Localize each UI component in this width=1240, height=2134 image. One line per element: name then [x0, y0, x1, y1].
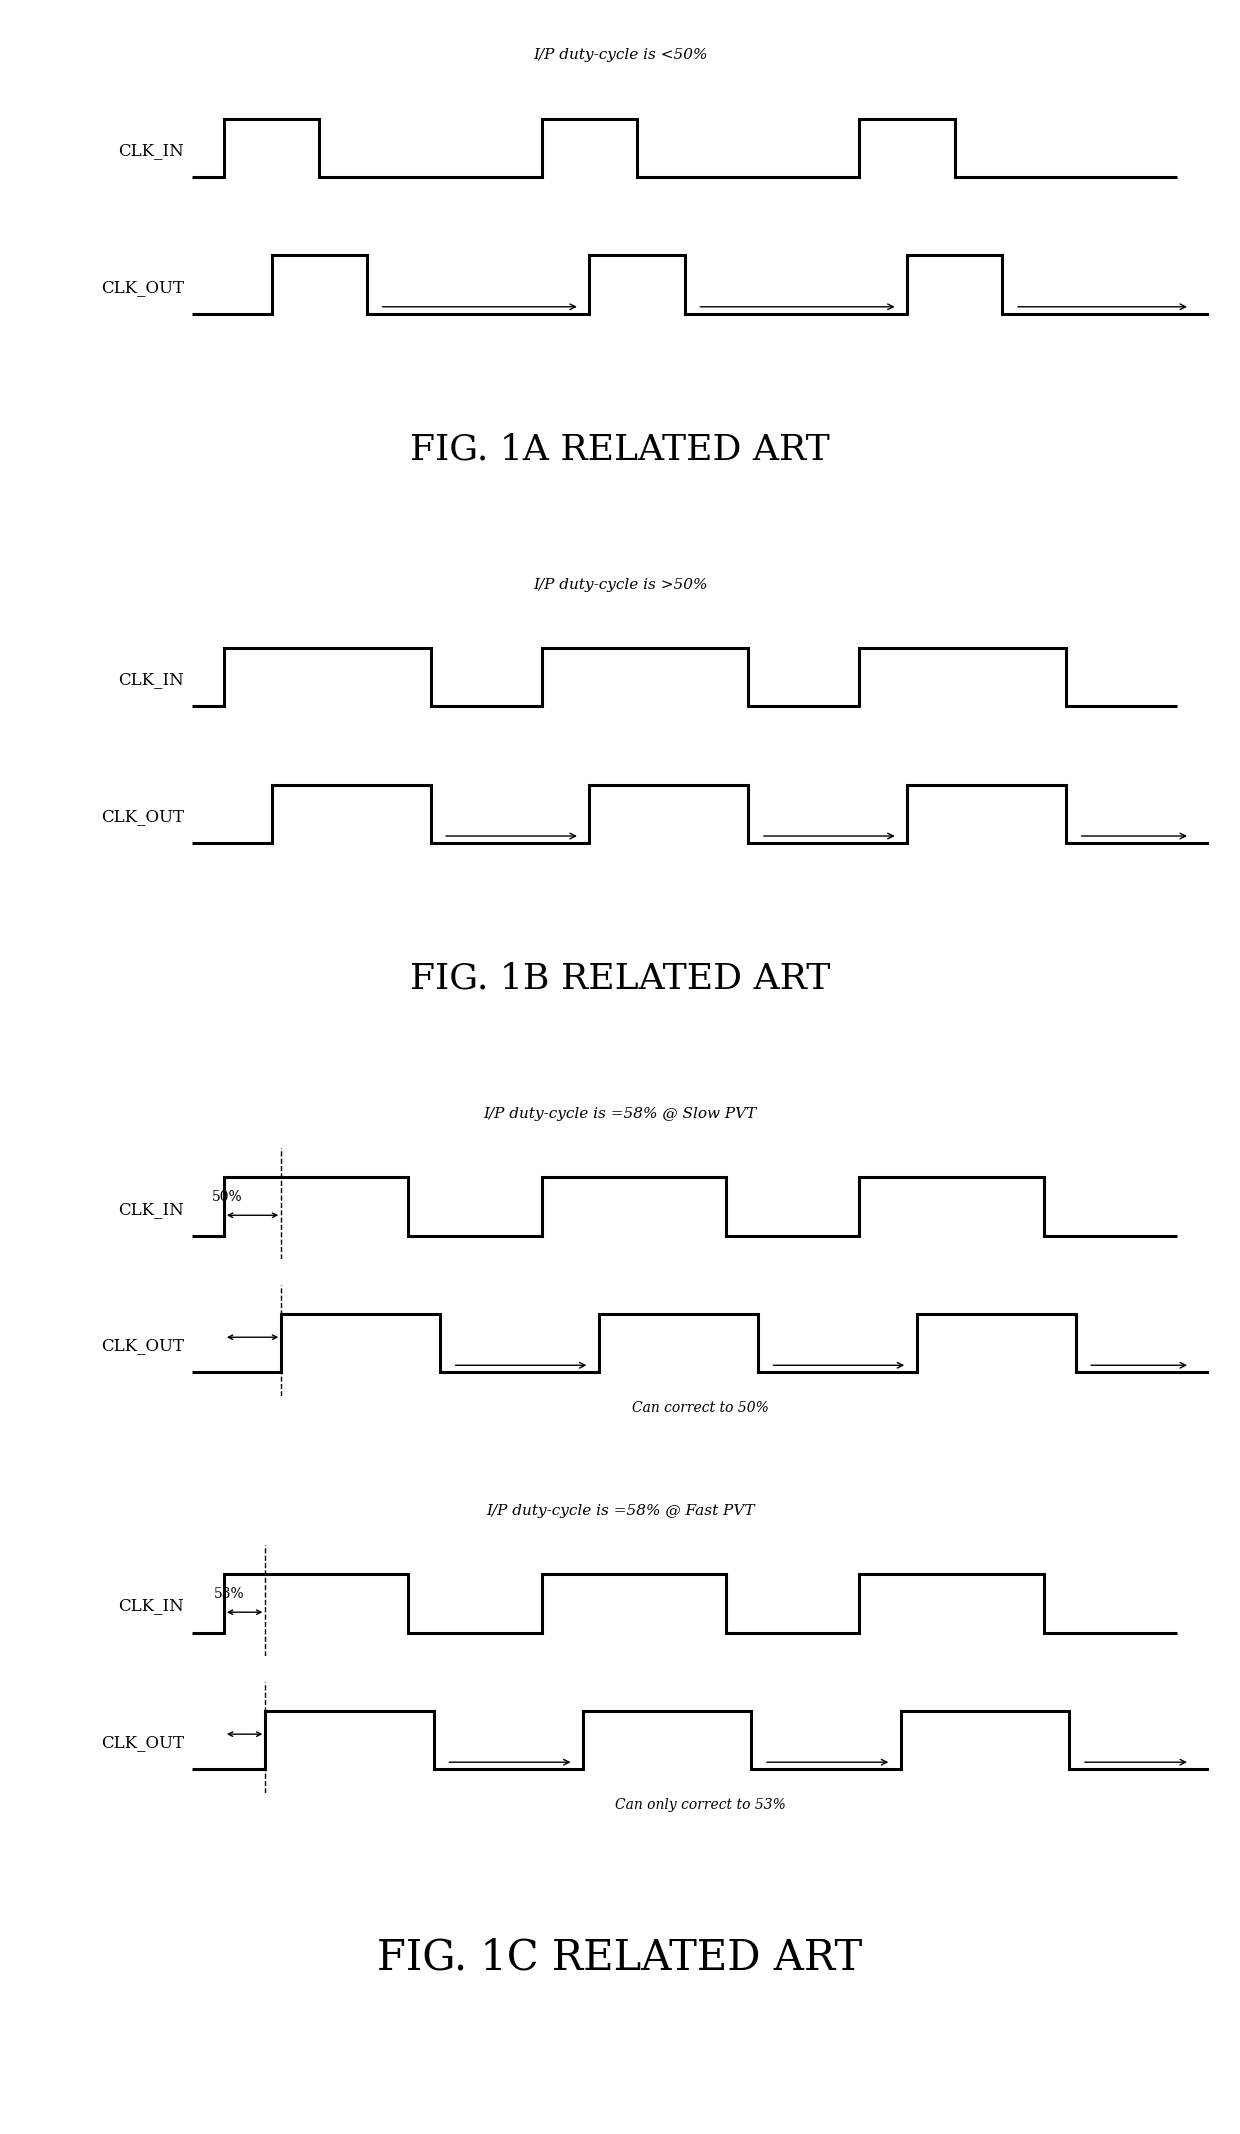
Text: I/P duty-cycle is <50%: I/P duty-cycle is <50%	[533, 49, 707, 62]
Text: 50%: 50%	[212, 1189, 243, 1204]
Text: CLK_IN: CLK_IN	[118, 143, 184, 160]
Text: Can only correct to 53%: Can only correct to 53%	[615, 1799, 786, 1812]
Text: I/P duty-cycle is =58% @ Fast PVT: I/P duty-cycle is =58% @ Fast PVT	[486, 1504, 754, 1517]
Text: 53%: 53%	[213, 1586, 244, 1600]
Text: CLK_OUT: CLK_OUT	[102, 1735, 184, 1752]
Text: Can correct to 50%: Can correct to 50%	[632, 1402, 769, 1415]
Text: CLK_IN: CLK_IN	[118, 1598, 184, 1615]
Text: CLK_OUT: CLK_OUT	[102, 280, 184, 297]
Text: I/P duty-cycle is =58% @ Slow PVT: I/P duty-cycle is =58% @ Slow PVT	[484, 1108, 756, 1120]
Text: FIG. 1A RELATED ART: FIG. 1A RELATED ART	[410, 433, 830, 465]
Text: FIG. 1B RELATED ART: FIG. 1B RELATED ART	[409, 962, 831, 994]
Text: CLK_OUT: CLK_OUT	[102, 1338, 184, 1355]
Text: FIG. 1C RELATED ART: FIG. 1C RELATED ART	[377, 1938, 863, 1978]
Text: CLK_IN: CLK_IN	[118, 1201, 184, 1219]
Text: CLK_IN: CLK_IN	[118, 672, 184, 689]
Text: CLK_OUT: CLK_OUT	[102, 809, 184, 826]
Text: I/P duty-cycle is >50%: I/P duty-cycle is >50%	[533, 578, 707, 591]
